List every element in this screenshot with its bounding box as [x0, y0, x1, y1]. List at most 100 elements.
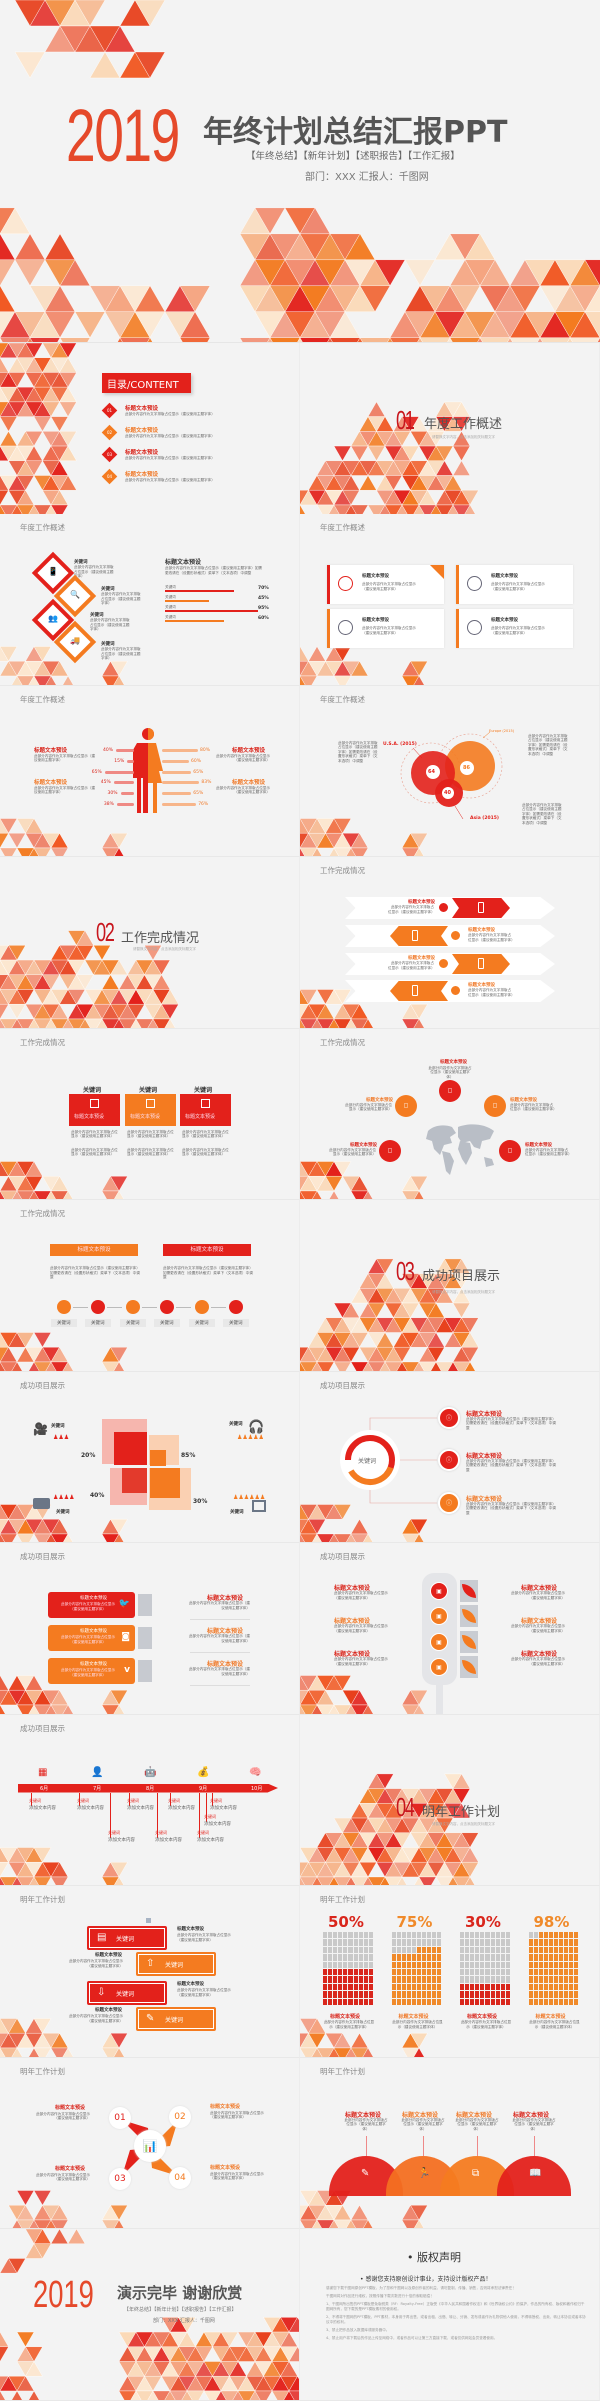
waffle-cell	[490, 1983, 495, 1991]
keyword-button[interactable]: ✎ 关键词	[136, 2007, 216, 2031]
waffle-cell	[427, 1939, 432, 1946]
keyword-button-label: 关键词	[165, 2017, 184, 2024]
triangle-decoration	[113, 847, 125, 857]
dome-desc: 此部分内容作为文字排版占位显示（建议使用主题字体）	[344, 2117, 388, 2131]
triangle-decoration	[396, 1876, 408, 1886]
clock-icon	[467, 576, 482, 591]
point-title: 标题文本预设	[366, 1097, 393, 1103]
waffle-cell	[353, 1939, 358, 1946]
waffle-cell	[490, 1961, 495, 1968]
waffle-cell	[353, 1968, 358, 1976]
waffle-cell	[470, 1954, 475, 1961]
keyword-button[interactable]: ⇧ 关键词	[136, 1952, 216, 1976]
waffle-cell	[328, 1968, 333, 1976]
card-desc: 此部分内容作为文字排版占位显示（建议使用主题字体）	[362, 626, 416, 635]
waffle-cell	[559, 1983, 564, 1991]
waffle-cell	[490, 1998, 495, 2005]
triangle-pattern	[0, 1160, 128, 1200]
radio-icon	[33, 1497, 50, 1509]
waffle-cell	[475, 1976, 480, 1983]
triangle-decoration	[401, 1302, 420, 1319]
triangle-decoration	[67, 989, 86, 1005]
waffle-cell	[416, 1954, 422, 1961]
slide-header: 成功项目展示	[320, 1380, 365, 1390]
step-arrow	[176, 1307, 191, 1308]
month-label: 7月	[93, 1785, 102, 1792]
waffle-cell	[391, 1983, 396, 1991]
waffle-cell	[505, 1968, 510, 1976]
waffle-cell	[470, 1932, 475, 1939]
waffle-cell	[323, 1976, 328, 1983]
traffic-right-desc: 此部分内容作为文字排版占位显示（建议使用主题字体）	[511, 1591, 565, 1600]
waffle-cell	[505, 1983, 510, 1991]
truck-icon: 🚚	[70, 636, 80, 645]
triangle-decoration	[33, 2018, 52, 2034]
waffle-cell	[427, 1954, 432, 1961]
timeline-tick	[110, 1792, 111, 1838]
archive-icon	[201, 1098, 210, 1108]
waffle-cell	[500, 1983, 505, 1991]
tick-text: 添加文本内容	[197, 1837, 224, 1843]
waffle-cell	[470, 1998, 475, 2005]
triangle-decoration	[110, 661, 128, 677]
step-circle	[160, 1300, 174, 1314]
waffle-cell	[485, 1939, 490, 1946]
waffle-cell	[528, 1976, 533, 1983]
waffle-cell	[343, 1983, 348, 1991]
triangle-decoration	[179, 337, 211, 342]
waffle-desc: 此部分内容作为文字排版占位显示（建议使用主题字体）	[529, 2020, 580, 2029]
arrow-title: 标题文本预设	[468, 983, 495, 988]
waffle-cell	[470, 1961, 475, 1968]
triangle-decoration	[461, 1861, 479, 1877]
tick-keyword: 关键词	[77, 1797, 89, 1803]
step-label-bg	[154, 1319, 180, 1327]
triangle-pattern	[300, 1503, 428, 1543]
info-circle: ⓘ	[438, 1406, 460, 1429]
waffle-cell	[470, 1946, 475, 1954]
triangle-decoration	[435, 445, 454, 462]
triangle-decoration	[362, 2219, 374, 2229]
triangle-decoration	[389, 337, 421, 342]
triangle-decoration	[62, 1704, 74, 1714]
waffle-cell	[333, 1932, 338, 1939]
waffle-cell	[490, 1976, 495, 1983]
cover-title: 年终计划总结汇报PPT	[203, 115, 508, 150]
section-number: 01	[396, 405, 415, 435]
waffle-cell	[391, 1991, 396, 1998]
donut-item-title: 标题文本预设	[466, 1410, 503, 1418]
waffle-cell	[574, 1946, 579, 1954]
social-card: 标题文本预设 此部分内容作为文字排版占位显示（建议使用主题字体） 🐦	[48, 1592, 135, 1618]
person-left-bar	[116, 748, 134, 752]
title-button-label: 标题文本预设	[77, 1247, 111, 1253]
dome-title: 标题文本预设	[402, 2111, 439, 2119]
triangle-decoration	[89, 51, 121, 79]
triangle-decoration	[220, 2331, 239, 2348]
title-button-1[interactable]: 标题文本预设	[50, 1244, 138, 1256]
triangle-decoration	[59, 343, 77, 359]
triangle-decoration	[134, 51, 166, 79]
triangle-decoration	[0, 832, 9, 848]
phone-icon	[412, 930, 418, 941]
keyword-button[interactable]: ⇩ 关键词	[87, 1981, 167, 2005]
keyword-button[interactable]: ▤ 关键词	[87, 1926, 167, 1950]
waffle-cell	[543, 1976, 548, 1983]
waffle-cell	[538, 1932, 543, 1939]
triangle-decoration	[110, 1518, 128, 1534]
social-desc: 此部分内容作为文字排版占位显示（建议使用主题字体）	[61, 1602, 115, 1611]
triangle-decoration	[25, 2346, 43, 2362]
triangle-decoration	[16, 2375, 35, 2392]
waffle-cell	[480, 1968, 485, 1976]
triangle-decoration	[14, 51, 46, 79]
waffle-cell	[401, 1991, 406, 1998]
triangle-decoration	[14, 259, 46, 287]
triangle-decoration	[288, 2346, 299, 2362]
waffle-cell	[411, 1983, 416, 1991]
box-title: 标题文本预设	[74, 1113, 105, 1120]
title-button-2[interactable]: 标题文本预设	[163, 1244, 251, 1256]
waffle-cell	[543, 1932, 548, 1939]
overview-cards-slide: 年度工作概述 标题文本预设 此部分内容作为文字排版占位显示（建议使用主题字体） 标题…	[300, 514, 600, 686]
venn-value-europe: 86	[463, 764, 470, 771]
cover-year: 2019	[66, 94, 180, 177]
triangle-decoration	[288, 2390, 299, 2400]
triangle-decoration	[384, 475, 403, 491]
